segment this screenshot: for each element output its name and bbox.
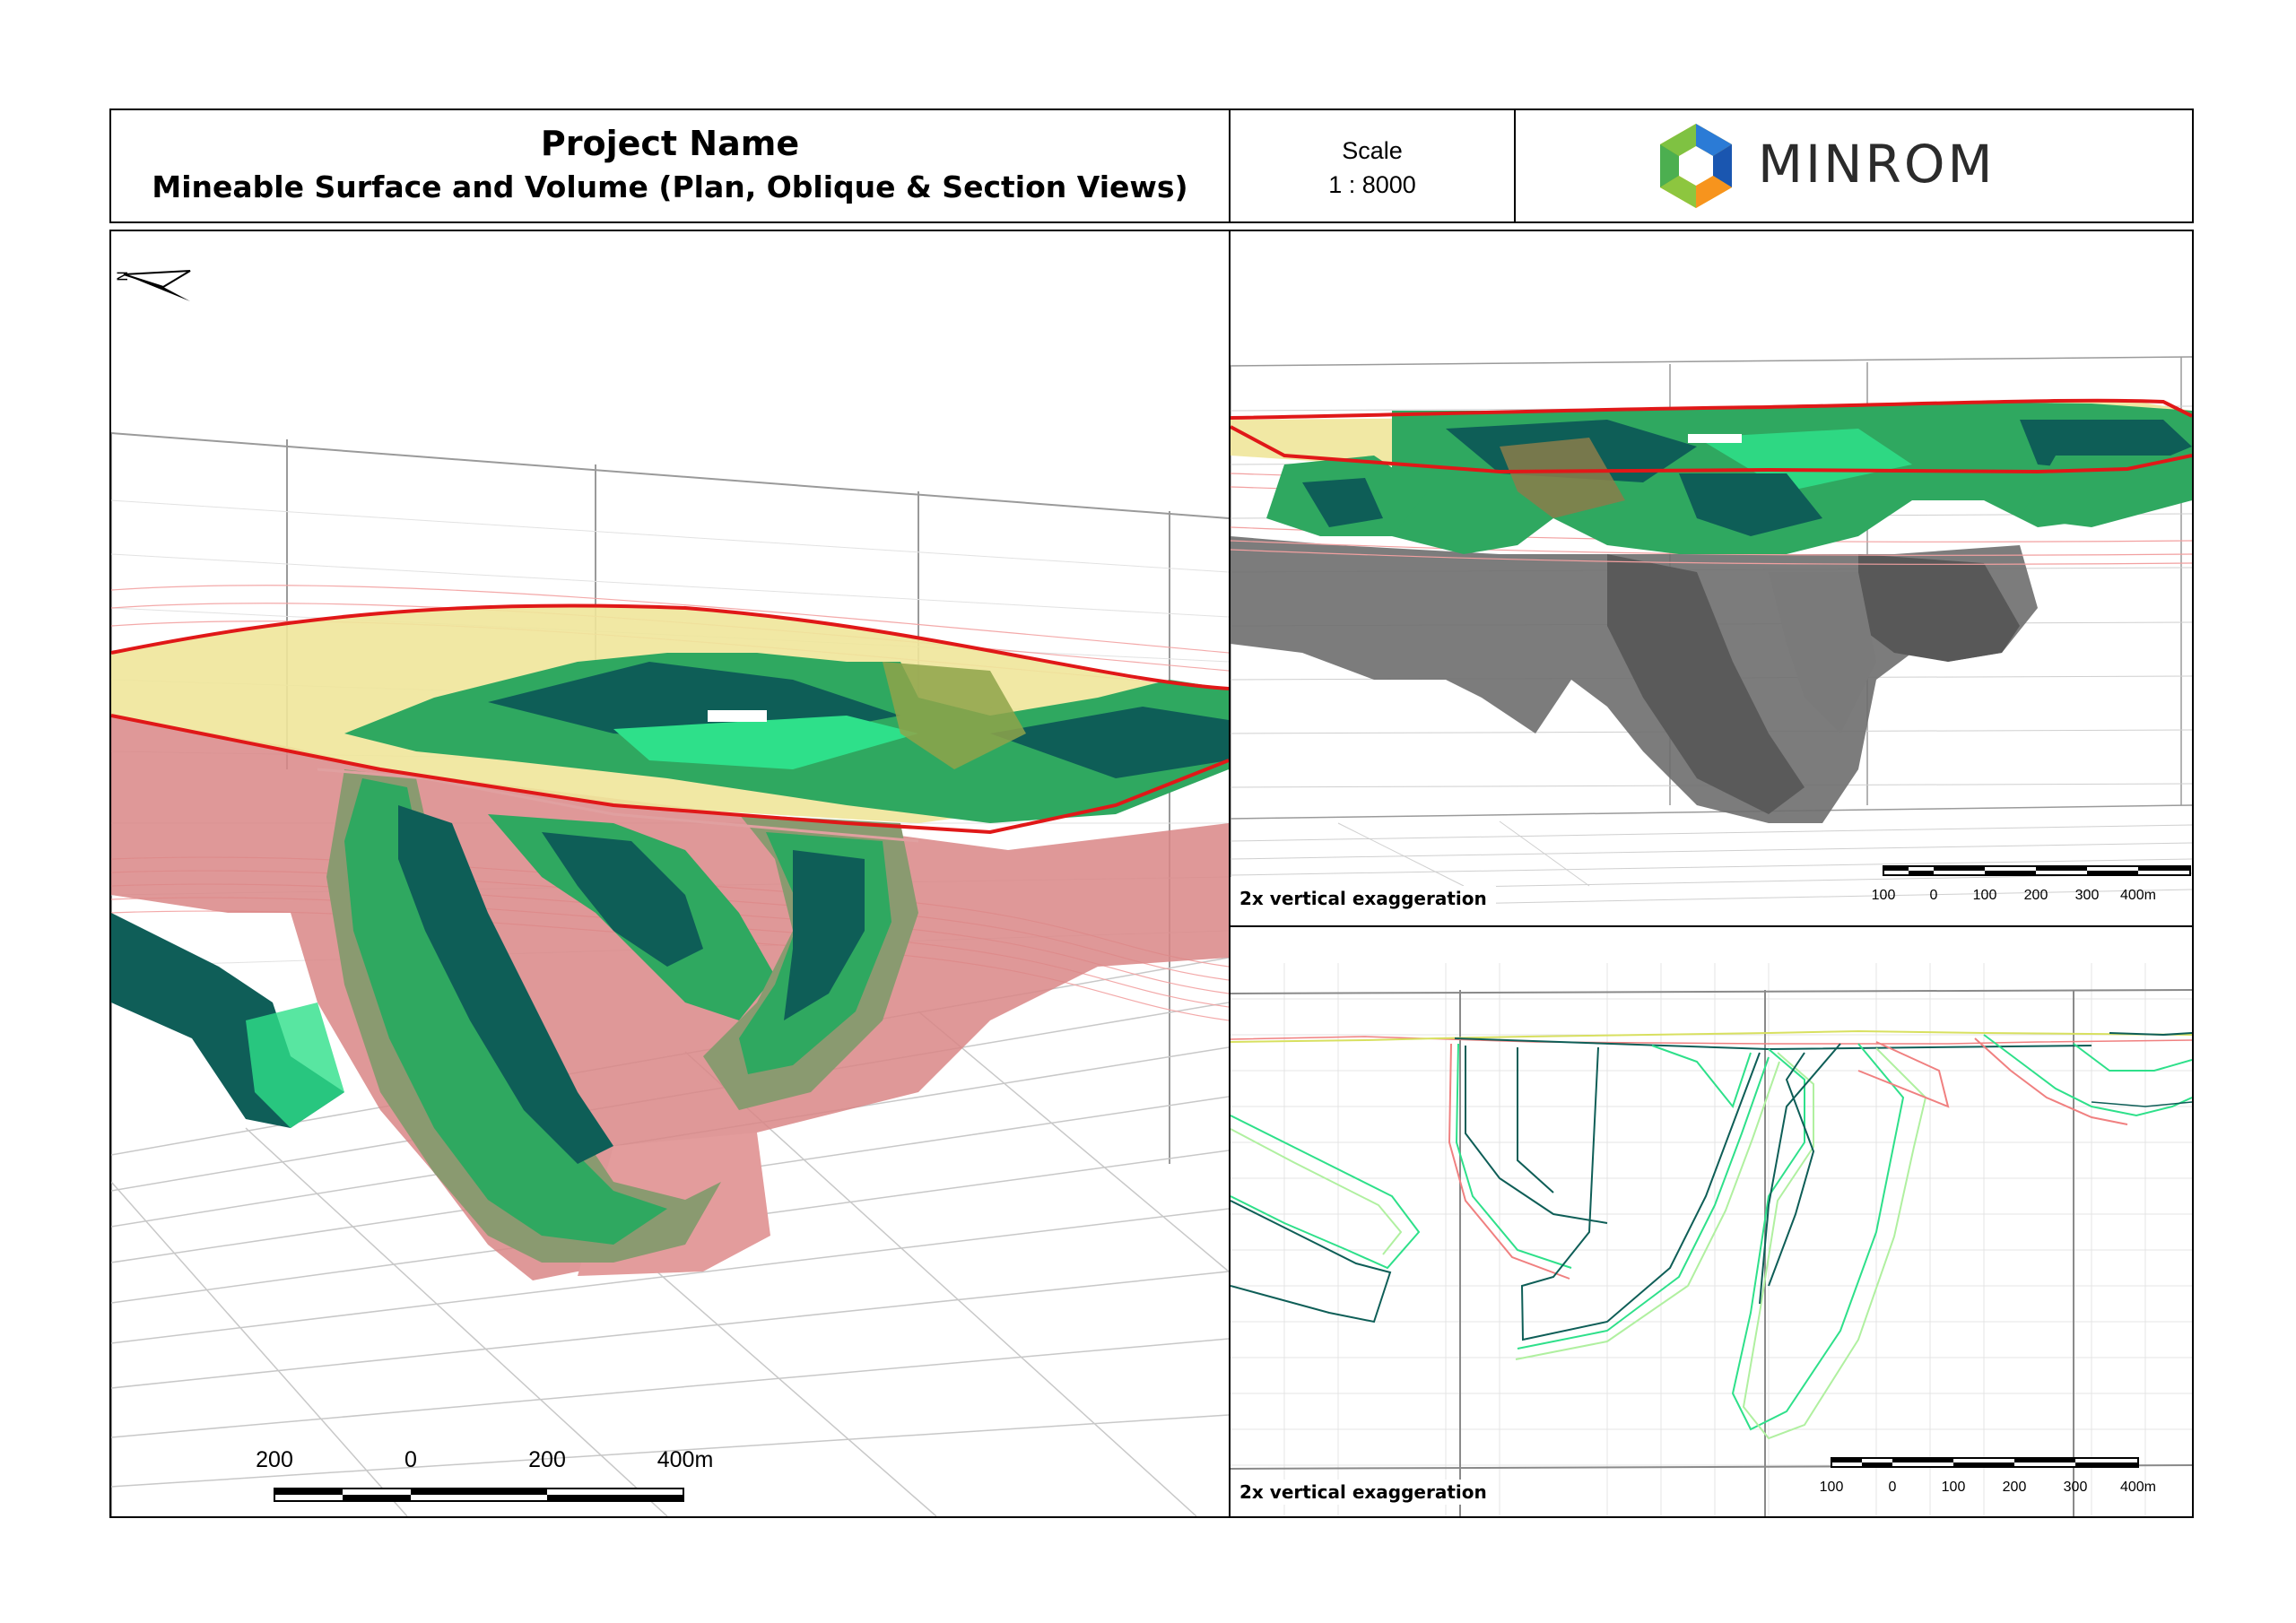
bottom-scale-tick-3: 100 — [1941, 1480, 1966, 1495]
bottom-scale-tick-6: 400m — [2119, 1480, 2157, 1495]
title-cell: Project Name Mineable Surface and Volume… — [111, 110, 1231, 221]
top-right-caption: 2x vertical exaggeration — [1231, 886, 1496, 911]
scale-cell: Scale 1 : 8000 — [1231, 110, 1516, 221]
project-title: Project Name — [540, 124, 800, 163]
bottom-scale-tick-1: 100 — [1819, 1480, 1844, 1495]
bottom-right-caption: 2x vertical exaggeration — [1231, 1480, 1496, 1505]
logo-wordmark: MINROM — [1758, 134, 1996, 195]
long-section-scene — [1231, 356, 2192, 909]
bottom-scale-tick-5: 300 — [2063, 1480, 2088, 1495]
oblique-scale-tick-3: 200 — [528, 1447, 566, 1472]
top-scale-tick-3: 100 — [1972, 888, 1997, 903]
logo-cell: MINROM — [1516, 110, 2192, 221]
oblique-scale-tick-2: 0 — [404, 1447, 417, 1472]
cross-section-scene — [1231, 963, 2192, 1516]
oblique-scene: N — [111, 270, 1229, 1516]
top-scale-tick-1: 100 — [1871, 888, 1896, 903]
top-scale-tick-5: 300 — [2074, 888, 2100, 903]
north-label: N — [114, 271, 131, 282]
scale-value: 1 : 8000 — [1328, 171, 1416, 198]
cross-section-view: 2x vertical exaggeration 100 0 100 200 3… — [1231, 927, 2192, 1516]
north-arrow-icon — [123, 270, 191, 301]
bottom-scale-tick-2: 0 — [1888, 1480, 1897, 1495]
section-scalebar-bottom — [1831, 1457, 2139, 1468]
horizontal-divider — [1229, 925, 2192, 927]
minrom-logo-icon — [1660, 124, 1732, 208]
top-scale-tick-4: 200 — [2023, 888, 2048, 903]
scale-label: Scale — [1342, 137, 1403, 164]
title-block: Project Name Mineable Surface and Volume… — [109, 108, 2194, 223]
oblique-3d-view: N 200 0 200 400m — [111, 231, 1229, 1516]
top-scale-tick-2: 0 — [1929, 888, 1938, 903]
long-section-3d-view: 2x vertical exaggeration 100 0 100 200 3… — [1231, 231, 2192, 925]
drawing-subtitle: Mineable Surface and Volume (Plan, Obliq… — [152, 169, 1188, 204]
oblique-scale-tick-1: 200 — [256, 1447, 293, 1472]
oblique-scalebar — [274, 1488, 684, 1502]
top-scale-tick-6: 400m — [2119, 888, 2157, 903]
oblique-scale-tick-4: 400m — [657, 1447, 714, 1472]
vertical-divider — [1229, 231, 1231, 1516]
bottom-scale-tick-4: 200 — [2002, 1480, 2027, 1495]
section-scalebar-top — [1883, 865, 2191, 876]
